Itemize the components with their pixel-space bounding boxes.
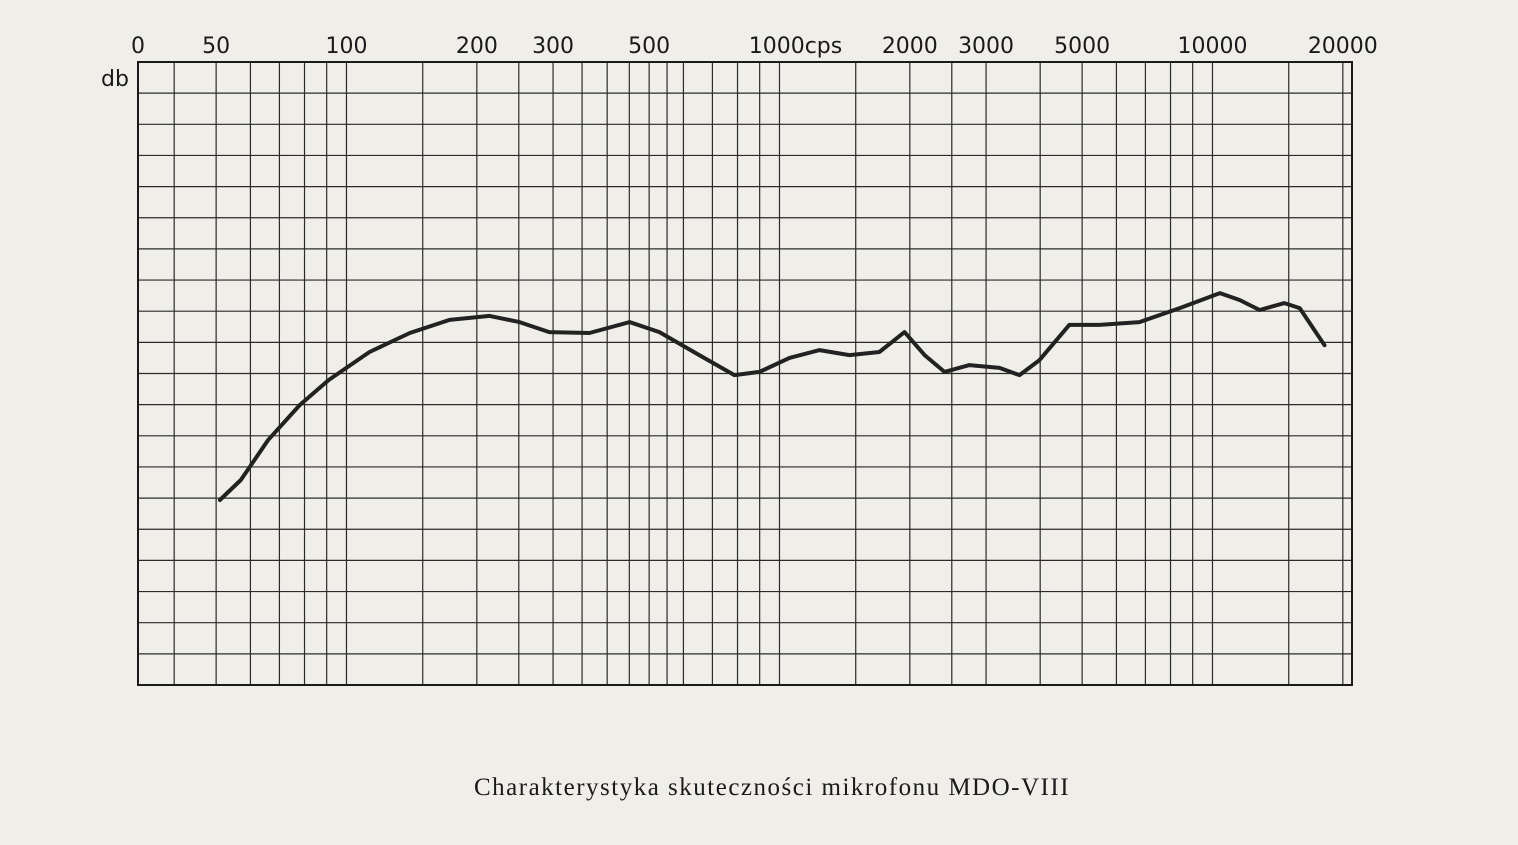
x-tick-label: 20000 <box>1308 34 1378 59</box>
x-tick-label: 500 <box>628 34 670 59</box>
x-tick-label: 50 <box>202 34 230 59</box>
chart-title: Charakterystyka skuteczności mikrofonu M… <box>474 774 1070 801</box>
response-curve <box>217 291 1327 502</box>
x-tick-label: 10000 <box>1177 34 1247 59</box>
x-tick-label: 5000 <box>1054 34 1110 59</box>
x-tick-label: 1000cps <box>749 34 843 59</box>
x-tick-label: 3000 <box>958 34 1014 59</box>
x-tick-label: 2000 <box>882 34 938 59</box>
plot-frame <box>137 61 1353 686</box>
x-tick-label: 300 <box>532 34 574 59</box>
x-tick-label: 100 <box>325 34 367 59</box>
x-tick-label: 200 <box>456 34 498 59</box>
x-origin-label: 0 <box>131 34 145 59</box>
y-axis-label: db <box>101 67 129 92</box>
